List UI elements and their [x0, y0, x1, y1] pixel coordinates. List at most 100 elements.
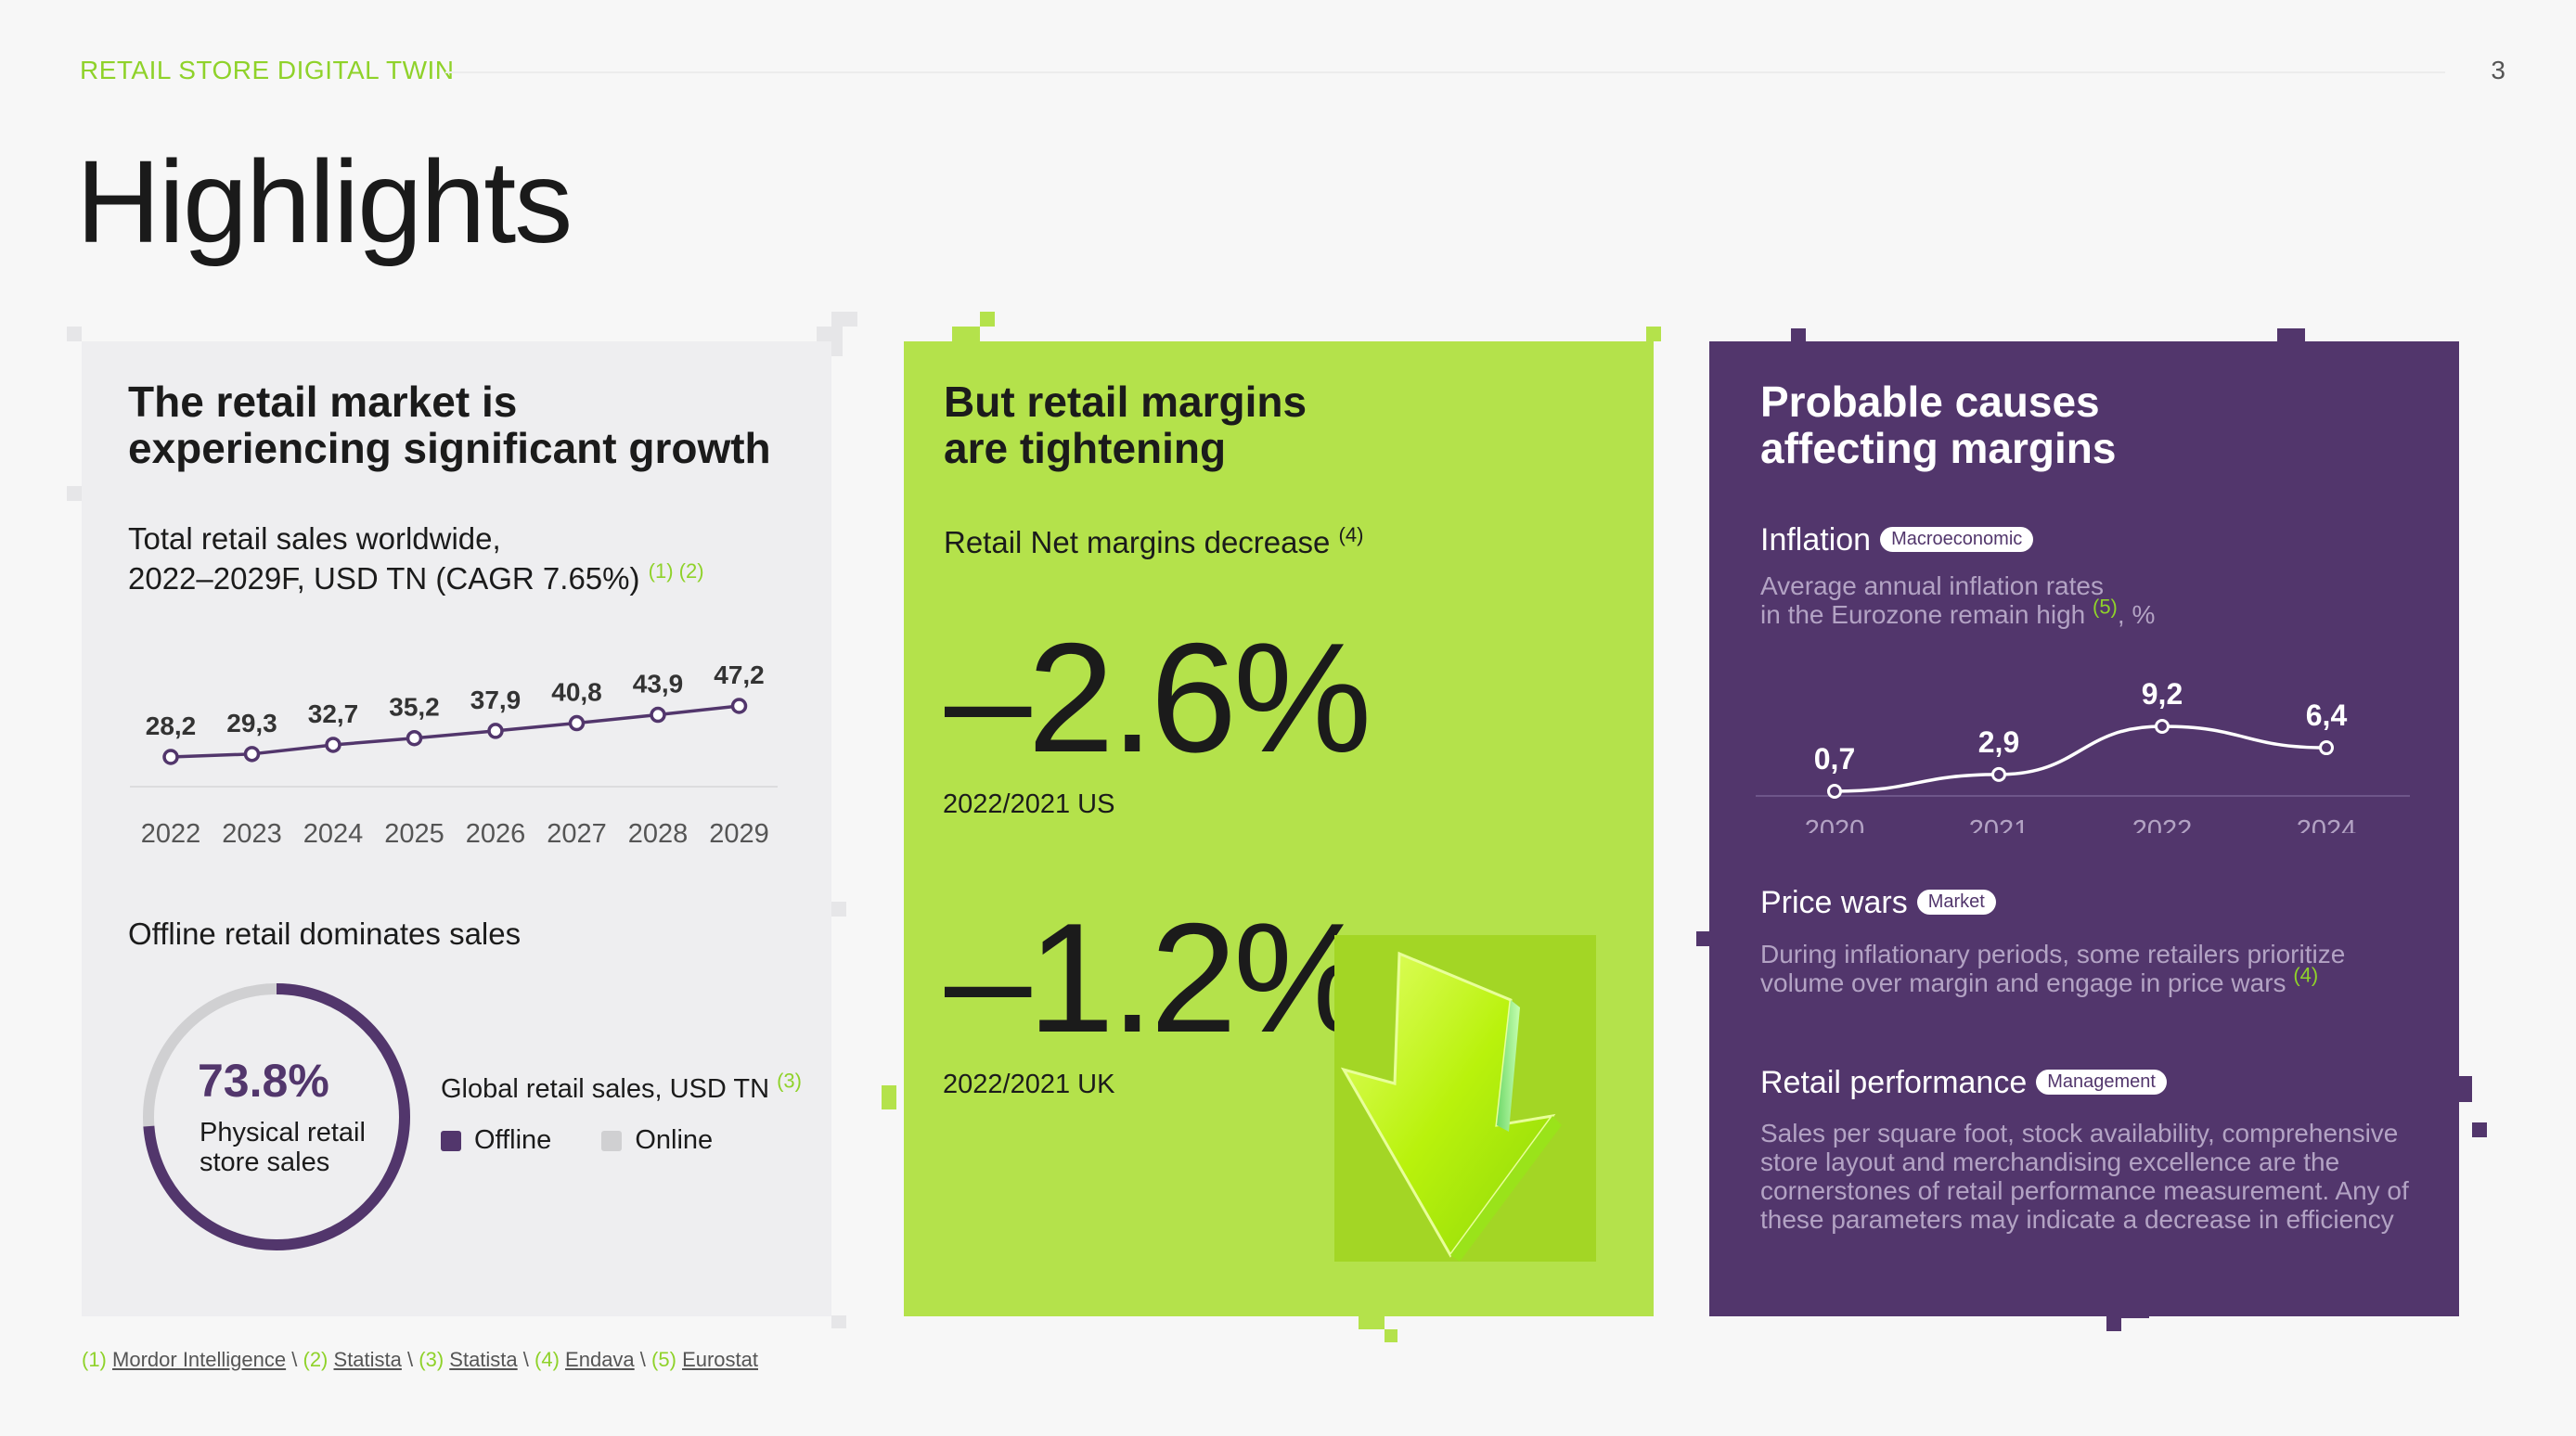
inflation-tag: Macroeconomic — [1880, 527, 2034, 552]
source-3-link[interactable]: Statista — [449, 1348, 518, 1371]
legend-online-label: Online — [635, 1125, 714, 1155]
uk-margin-value: –1.2% — [945, 891, 1372, 1065]
sales-data-label: 28,2 — [146, 712, 197, 740]
sales-x-tick-label: 2024 — [303, 819, 364, 849]
inflation-ref: (5) — [2093, 595, 2118, 619]
sales-data-label: 32,7 — [308, 699, 359, 728]
sales-data-label: 40,8 — [551, 678, 602, 707]
inflation-data-label: 0,7 — [1814, 742, 1855, 776]
price-wars-heading: Price wars Market — [1760, 885, 1996, 921]
inflation-data-label: 9,2 — [2142, 677, 2183, 711]
source-4-link[interactable]: Endava — [565, 1348, 635, 1371]
sales-line-chart: 28,2 2022 29,3 2023 32,7 2024 35,2 2025 37,9 2026… — [130, 660, 778, 849]
sales-data-point — [650, 706, 666, 724]
donut-percentage: 73.8% — [198, 1055, 329, 1107]
inflation-data-label: 2,9 — [1978, 725, 2019, 759]
decor-pixel — [67, 327, 82, 341]
legend-offline-swatch — [441, 1131, 461, 1151]
sources-footer: (1) Mordor Intelligence \ (2) Statista \… — [82, 1348, 758, 1372]
source-separator: \ — [639, 1348, 646, 1371]
decor-pixel — [2106, 1316, 2121, 1331]
causes-title-line2: affecting margins — [1760, 424, 2117, 472]
causes-card-title: Probable causes affecting margins — [1760, 378, 2116, 471]
source-2-link[interactable]: Statista — [333, 1348, 402, 1371]
inflation-x-tick-label: 2022 — [2132, 815, 2193, 833]
source-4-number: (4) — [535, 1348, 560, 1371]
decor-pixel — [952, 327, 980, 341]
retail-performance-heading: Retail performance Management — [1760, 1065, 2167, 1101]
offline-heading: Offline retail dominates sales — [128, 917, 522, 951]
price-wars-description: During inflationary periods, some retail… — [1760, 940, 2428, 997]
header-divider — [445, 71, 2445, 73]
source-1-number: (1) — [82, 1348, 107, 1371]
inflation-x-tick-label: 2020 — [1805, 815, 1865, 833]
inflation-line-chart: 0,7 2020 2,9 2021 9,2 2022 6,4 2024 — [1756, 677, 2410, 833]
source-separator: \ — [522, 1348, 529, 1371]
sales-subtitle-line2: 2022–2029F, USD TN (CAGR 7.65%) — [128, 561, 640, 596]
donut-chart-ref: (3) — [777, 1069, 802, 1093]
margins-title-line1: But retail margins — [944, 378, 1307, 426]
causes-title-line1: Probable causes — [1760, 378, 2100, 426]
decor-pixel — [1385, 1329, 1397, 1342]
sales-data-point — [162, 749, 179, 765]
decor-pixel — [2277, 328, 2305, 341]
decor-pixel — [882, 1085, 896, 1109]
source-5-number: (5) — [651, 1348, 676, 1371]
sales-chart-subtitle: Total retail sales worldwide, 2022–2029F… — [128, 519, 704, 598]
sales-data-label: 47,2 — [714, 660, 765, 689]
inflation-desc-line2-wrap: in the Eurozone remain high (5), % — [1760, 596, 2428, 629]
retail-performance-title: Retail performance — [1760, 1065, 2028, 1100]
sales-chart-refs: (1) (2) — [648, 559, 704, 583]
sales-x-tick-label: 2029 — [709, 819, 769, 849]
down-arrow-icon — [1334, 935, 1596, 1262]
price-wars-ref: (4) — [2293, 963, 2319, 987]
decor-pixel — [831, 1315, 846, 1328]
decor-pixel — [1791, 328, 1806, 341]
decor-pixel — [2472, 1122, 2487, 1137]
sales-x-tick-label: 2028 — [628, 819, 689, 849]
decor-pixel — [980, 312, 995, 327]
sales-x-tick-label: 2023 — [222, 819, 282, 849]
inflation-desc-line1: Average annual inflation rates — [1760, 571, 2104, 600]
legend-offline-label: Offline — [474, 1125, 552, 1155]
margins-subtitle-ref: (4) — [1338, 523, 1364, 546]
source-1-link[interactable]: Mordor Intelligence — [112, 1348, 287, 1371]
source-separator: \ — [407, 1348, 414, 1371]
growth-title-line2: experiencing significant growth — [128, 424, 771, 472]
donut-chart-title-wrap: Global retail sales, USD TN (3) — [441, 1070, 802, 1109]
growth-card-title: The retail market is experiencing signif… — [128, 378, 771, 471]
decor-pixel — [1359, 1316, 1385, 1329]
us-margin-value: –2.6% — [945, 610, 1372, 785]
page-number: 3 — [2491, 56, 2505, 84]
sales-data-label: 35,2 — [389, 693, 440, 722]
inflation-data-point — [1991, 766, 2006, 782]
margins-card-title: But retail margins are tightening — [944, 378, 1307, 471]
price-wars-desc-line2-wrap: volume over margin and engage in price w… — [1760, 965, 2428, 997]
source-separator: \ — [291, 1348, 298, 1371]
inflation-x-tick-label: 2024 — [2297, 815, 2357, 833]
sales-data-label: 43,9 — [633, 670, 684, 699]
inflation-data-point — [2155, 719, 2170, 734]
retail-performance-description: Sales per square foot, stock availabilit… — [1760, 1119, 2409, 1234]
source-5-link[interactable]: Eurostat — [682, 1348, 758, 1371]
page-title: Highlights — [76, 136, 573, 267]
decor-pixel — [67, 486, 82, 501]
sales-data-label: 37,9 — [470, 686, 522, 714]
sales-x-tick-label: 2022 — [141, 819, 201, 849]
decor-pixel — [831, 902, 846, 917]
price-wars-tag: Market — [1916, 890, 1996, 915]
donut-chart-title: Global retail sales, USD TN — [441, 1074, 770, 1104]
price-wars-desc-line1: During inflationary periods, some retail… — [1760, 940, 2346, 968]
inflation-data-point — [2319, 740, 2334, 756]
donut-label: Physical retail store sales — [200, 1118, 366, 1177]
inflation-desc-suffix: , % — [2117, 600, 2156, 629]
sales-data-point — [487, 723, 504, 739]
inflation-desc-line2: in the Eurozone remain high — [1760, 600, 2086, 629]
header-label: RETAIL STORE DIGITAL TWIN — [80, 56, 455, 84]
donut-offline-arc — [143, 983, 410, 1250]
price-wars-title: Price wars — [1760, 885, 1908, 920]
decor-pixel — [2459, 1076, 2472, 1102]
growth-card: The retail market is experiencing signif… — [82, 341, 831, 1316]
decor-pixel — [1646, 327, 1661, 341]
sales-data-point — [243, 746, 261, 763]
